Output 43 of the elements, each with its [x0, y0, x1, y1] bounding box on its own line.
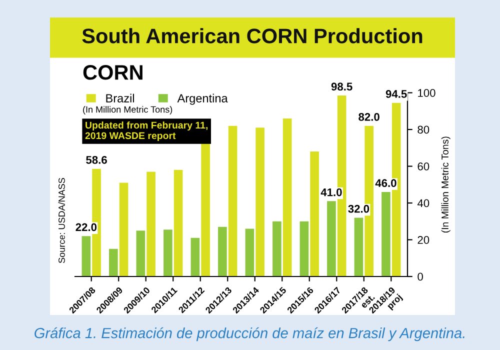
- bar: [136, 230, 146, 276]
- bar: [174, 170, 183, 276]
- bar: [272, 221, 282, 276]
- annotation: (In Million Metric Tons): [83, 106, 172, 114]
- y-tick-label: 20: [418, 236, 430, 244]
- data-label: 58.6: [86, 156, 107, 164]
- y-tick-label: 80: [418, 126, 430, 134]
- bar: [245, 228, 254, 276]
- chart-subtitle: CORN: [83, 65, 142, 80]
- data-label: 98.5: [331, 82, 352, 91]
- source-note: Source: USDA/NASS: [58, 178, 65, 263]
- bar: [354, 218, 364, 276]
- annotation: Updated from February 11, 2019 WASDE report: [85, 121, 208, 142]
- bar: [164, 230, 172, 276]
- bar: [282, 118, 292, 276]
- bar: [327, 201, 336, 276]
- bar: [146, 172, 156, 276]
- bar: [256, 128, 264, 276]
- bar: [300, 221, 309, 276]
- y-tick-label: 40: [417, 199, 430, 208]
- data-label: 32.0: [348, 204, 370, 213]
- bar: [382, 192, 390, 276]
- bar: [109, 248, 118, 276]
- legend-label: Argentina: [177, 94, 228, 105]
- y-axis-title: (In Million Metric Tons): [441, 136, 450, 233]
- data-label: 82.0: [358, 113, 380, 121]
- y-tick-label: 0: [418, 272, 423, 281]
- data-label: 46.0: [375, 179, 396, 188]
- y-tick-label: 100: [418, 89, 436, 97]
- y-tick-label: 60: [418, 162, 430, 170]
- bar: [119, 182, 128, 276]
- data-label: 94.5: [386, 90, 407, 98]
- bar: [201, 142, 210, 276]
- bar: [218, 226, 227, 276]
- bar: [228, 126, 238, 276]
- bar: [82, 236, 91, 276]
- data-label: 41.0: [320, 188, 342, 196]
- chart-title: South American CORN Production: [82, 28, 422, 44]
- bar: [310, 152, 319, 276]
- text: Gráfica 1. Estimación de producción de maíz en Brasil y Argentina.: [34, 327, 464, 342]
- data-label: 22.0: [76, 223, 97, 232]
- legend-label: Brazil: [106, 94, 134, 102]
- bar: [190, 238, 200, 276]
